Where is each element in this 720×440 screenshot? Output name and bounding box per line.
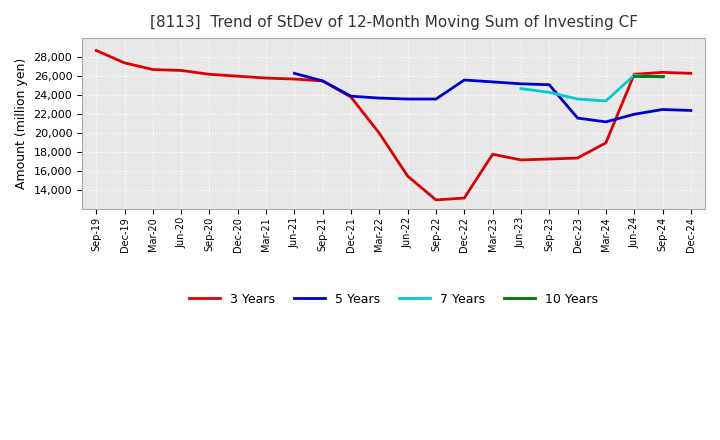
5 Years: [290, 71, 299, 76]
3 Years: [403, 173, 412, 179]
3 Years: [602, 140, 611, 146]
3 Years: [375, 131, 384, 136]
5 Years: [658, 107, 667, 112]
3 Years: [233, 73, 242, 79]
5 Years: [602, 119, 611, 125]
5 Years: [517, 81, 526, 86]
5 Years: [318, 78, 327, 84]
3 Years: [290, 77, 299, 82]
3 Years: [177, 68, 186, 73]
3 Years: [658, 70, 667, 75]
5 Years: [488, 79, 497, 84]
3 Years: [347, 95, 356, 100]
Legend: 3 Years, 5 Years, 7 Years, 10 Years: 3 Years, 5 Years, 7 Years, 10 Years: [184, 288, 603, 311]
3 Years: [148, 67, 157, 72]
Line: 7 Years: 7 Years: [521, 75, 662, 101]
7 Years: [573, 96, 582, 102]
Line: 3 Years: 3 Years: [96, 51, 691, 200]
3 Years: [630, 72, 639, 77]
3 Years: [545, 156, 554, 161]
Title: [8113]  Trend of StDev of 12-Month Moving Sum of Investing CF: [8113] Trend of StDev of 12-Month Moving…: [150, 15, 637, 30]
Y-axis label: Amount (million yen): Amount (million yen): [15, 58, 28, 189]
7 Years: [602, 98, 611, 103]
3 Years: [517, 158, 526, 163]
3 Years: [318, 78, 327, 84]
5 Years: [573, 115, 582, 121]
7 Years: [545, 90, 554, 95]
10 Years: [658, 73, 667, 79]
Line: 5 Years: 5 Years: [294, 73, 691, 122]
5 Years: [687, 108, 696, 113]
5 Years: [347, 94, 356, 99]
3 Years: [460, 195, 469, 201]
3 Years: [488, 152, 497, 157]
3 Years: [262, 75, 271, 81]
5 Years: [545, 82, 554, 88]
3 Years: [687, 71, 696, 76]
7 Years: [517, 86, 526, 91]
5 Years: [403, 96, 412, 102]
5 Years: [630, 112, 639, 117]
5 Years: [375, 95, 384, 101]
5 Years: [432, 96, 441, 102]
3 Years: [432, 197, 441, 202]
3 Years: [205, 72, 214, 77]
7 Years: [658, 74, 667, 80]
3 Years: [573, 155, 582, 161]
10 Years: [630, 73, 639, 79]
3 Years: [120, 60, 129, 66]
3 Years: [92, 48, 101, 53]
5 Years: [460, 77, 469, 83]
7 Years: [630, 73, 639, 78]
